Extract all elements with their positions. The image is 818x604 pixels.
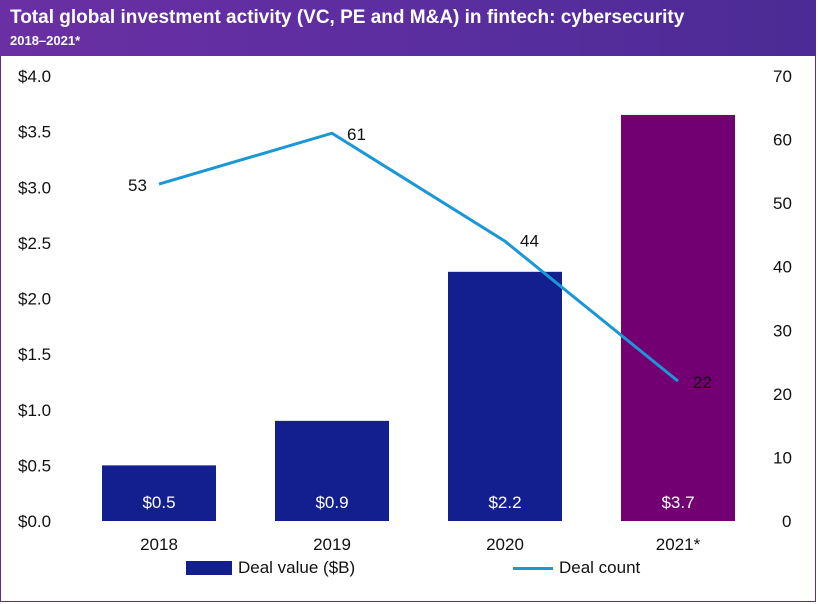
right-axis-tick-label: 20 <box>773 385 792 404</box>
deal-count-line <box>158 131 679 383</box>
x-axis-tick-label: 2018 <box>140 535 178 554</box>
left-axis-tick-label: $0.5 <box>18 456 51 475</box>
left-axis-tick-label: $4.0 <box>18 67 51 86</box>
x-axis-tick-label: 2021* <box>656 535 701 554</box>
right-axis-tick-label: 30 <box>773 321 792 340</box>
left-axis-tick-label: $3.5 <box>18 123 51 142</box>
left-axis-tick-label: $3.0 <box>18 178 51 197</box>
legend-item-deal-count: Deal count <box>513 558 640 578</box>
line-data-label: 61 <box>347 125 366 144</box>
bar-data-label: $0.5 <box>142 493 175 512</box>
bar-data-label: $3.7 <box>661 493 694 512</box>
bar-data-label: $0.9 <box>315 493 348 512</box>
legend-label-deal-value: Deal value ($B) <box>238 558 356 577</box>
right-axis-tick-label: 50 <box>773 194 792 213</box>
chart-subtitle: 2018–2021* <box>10 33 81 48</box>
line-data-label: 53 <box>128 176 147 195</box>
line-data-label: 22 <box>693 373 712 392</box>
bar <box>621 114 735 521</box>
left-axis-tick-label: $2.0 <box>18 290 51 309</box>
left-axis-tick-label: $2.5 <box>18 234 51 253</box>
left-axis-tick-label: $0.0 <box>18 512 51 531</box>
line-data-label: 44 <box>520 231 539 250</box>
legend-item-deal-value: Deal value ($B) <box>186 558 355 578</box>
chart-header: Total global investment activity (VC, PE… <box>0 0 816 56</box>
bar <box>275 420 389 521</box>
legend-label-deal-count: Deal count <box>559 558 641 577</box>
bar <box>102 465 216 521</box>
bar-data-label: $2.2 <box>488 493 521 512</box>
right-axis-tick-label: 10 <box>773 448 792 467</box>
left-axis-tick-label: $1.5 <box>18 345 51 364</box>
right-axis-tick-label: 40 <box>773 258 792 277</box>
x-axis-tick-label: 2020 <box>486 535 524 554</box>
right-axis-tick-label: 0 <box>782 512 791 531</box>
x-axis-tick-label: 2019 <box>313 535 351 554</box>
bar <box>448 271 562 521</box>
left-axis-tick-label: $1.0 <box>18 401 51 420</box>
legend-line-swatch <box>513 566 553 570</box>
right-axis-tick-label: 60 <box>773 131 792 150</box>
right-axis-tick-label: 70 <box>773 67 792 86</box>
chart-title: Total global investment activity (VC, PE… <box>10 7 685 28</box>
legend-bar-swatch <box>186 561 232 575</box>
